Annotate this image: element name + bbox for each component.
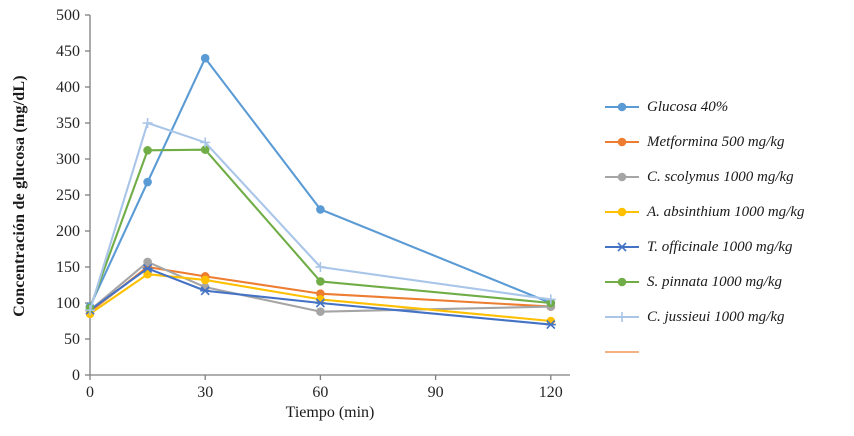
legend-swatch-line-icon	[605, 102, 639, 112]
y-tick-label: 350	[56, 115, 80, 132]
legend-label: T. officinale 1000 mg/kg	[647, 238, 793, 255]
series-s-pinnata-1000-mg-kg	[85, 145, 556, 313]
x-tick-label: 60	[312, 384, 328, 401]
legend-item[interactable]: A. absinthium 1000 mg/kg	[604, 201, 805, 223]
legend-swatch-line-icon	[605, 312, 639, 322]
y-tick-label: 250	[56, 187, 80, 204]
legend-item[interactable]: S. pinnata 1000 mg/kg	[604, 271, 805, 293]
legend-swatch-line-icon	[605, 350, 639, 354]
axis-lines	[89, 15, 570, 376]
legend-swatch-line-icon	[605, 137, 639, 147]
x-tick-label: 0	[86, 384, 94, 401]
legend-swatch-line-icon	[605, 277, 639, 287]
legend-swatch-line-icon	[605, 242, 639, 252]
series-t-officinale-1000-mg-kg	[85, 263, 556, 330]
y-tick-label: 150	[56, 259, 80, 276]
y-axis-title: Concentración de glucosa (mg/dL)	[11, 75, 28, 317]
legend-item[interactable]: C. jussieui 1000 mg/kg	[604, 306, 805, 328]
y-tick-label: 200	[56, 223, 80, 240]
legend-swatch-line-icon	[605, 207, 639, 217]
legend-label: C. scolymus 1000 mg/kg	[647, 168, 794, 185]
legend-label: Metformina 500 mg/kg	[647, 133, 785, 150]
legend-label: A. absinthium 1000 mg/kg	[647, 203, 805, 220]
legend-item[interactable]: T. officinale 1000 mg/kg	[604, 236, 805, 258]
legend-label: Glucosa 40%	[647, 98, 729, 115]
y-tick-label: 50	[64, 331, 80, 348]
legend-item[interactable]	[604, 341, 805, 363]
x-tick-label: 90	[428, 384, 444, 401]
chart-legend: Glucosa 40% Metformina 500 mg/kg C. scolym…	[604, 96, 805, 363]
x-tick-label: 120	[539, 384, 563, 401]
legend-item[interactable]: Glucosa 40%	[604, 96, 805, 118]
legend-item[interactable]: Metformina 500 mg/kg	[604, 131, 805, 153]
y-tick-label: 400	[56, 79, 80, 96]
y-tick-label: 300	[56, 151, 80, 168]
legend-item[interactable]: C. scolymus 1000 mg/kg	[604, 166, 805, 188]
x-tick-label: 30	[197, 384, 213, 401]
legend-label: C. jussieui 1000 mg/kg	[647, 308, 785, 325]
y-tick-label: 500	[56, 7, 80, 24]
y-tick-label: 0	[72, 367, 80, 384]
y-tick-label: 450	[56, 43, 80, 60]
series-c-jussieui-1000-mg-kg	[85, 118, 556, 316]
x-axis-title: Tiempo (min)	[285, 404, 375, 421]
legend-swatch-line-icon	[605, 172, 639, 182]
legend-label: S. pinnata 1000 mg/kg	[647, 273, 782, 290]
y-tick-label: 100	[56, 295, 80, 312]
